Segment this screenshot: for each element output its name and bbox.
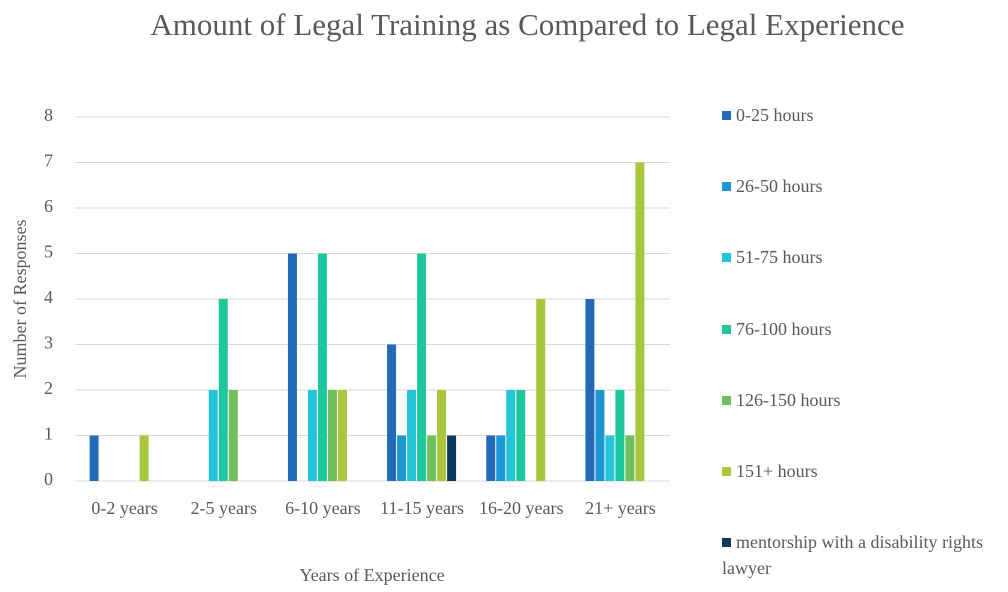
legend-label: 76-100 hours [736, 318, 832, 339]
bar [337, 390, 347, 481]
legend-item: 76-100 hours [722, 316, 1008, 342]
bar [407, 390, 417, 481]
bar [327, 390, 337, 481]
y-tick-label: 2 [44, 378, 53, 398]
x-axis-label: Years of Experience [299, 565, 444, 585]
y-tick-label: 6 [44, 196, 53, 216]
x-tick-label: 21+ years [585, 498, 656, 518]
legend-item: 0-25 hours [722, 102, 1008, 128]
bar [317, 253, 327, 481]
bar [287, 253, 297, 481]
legend-item: 51-75 hours [722, 244, 1008, 270]
bar [536, 299, 546, 481]
bar [615, 390, 625, 481]
legend-label: mentorship with a disability rights lawy… [722, 532, 983, 579]
x-tick-label: 16-20 years [479, 498, 563, 518]
bar [427, 435, 437, 481]
bar [605, 435, 615, 481]
legend-swatch [722, 395, 731, 405]
legend-label: 126-150 hours [736, 389, 841, 410]
legend-swatch [722, 111, 731, 120]
bar [447, 435, 457, 481]
legend-label: 26-50 hours [736, 176, 823, 197]
bar [437, 390, 447, 481]
legend-swatch [722, 324, 731, 334]
y-tick-label: 1 [44, 424, 53, 444]
y-tick-label: 4 [44, 287, 53, 307]
bar [595, 390, 605, 481]
legend-item: 26-50 hours [722, 173, 1008, 199]
bar [496, 435, 506, 481]
bar [625, 435, 635, 481]
legend-label: 51-75 hours [736, 247, 823, 268]
legend-swatch [722, 182, 731, 192]
y-tick-label: 3 [44, 333, 53, 353]
bar [307, 390, 317, 481]
bar [139, 435, 149, 481]
legend-swatch [722, 467, 731, 476]
bar [635, 162, 645, 481]
bar [228, 390, 238, 481]
x-tick-label: 2-5 years [191, 498, 257, 518]
x-tick-label: 0-2 years [91, 498, 157, 518]
bar [585, 299, 595, 481]
bar [506, 390, 516, 481]
chart-title: Amount of Legal Training as Compared to … [150, 7, 905, 42]
legend-swatch [722, 538, 731, 548]
y-tick-label: 0 [44, 469, 53, 489]
legend-label: 151+ hours [736, 461, 818, 481]
legend-item: mentorship with a disability rights lawy… [722, 529, 1008, 581]
legend-item: 126-150 hours [722, 387, 1008, 413]
y-tick-label: 7 [44, 151, 53, 171]
bar [218, 299, 228, 481]
bar [486, 435, 496, 481]
legend-swatch [722, 253, 731, 263]
legend-label: 0-25 hours [736, 105, 814, 125]
bar [89, 435, 99, 481]
y-axis-label: Number of Responses [10, 220, 30, 379]
y-tick-label: 5 [44, 242, 53, 262]
x-tick-label: 11-15 years [380, 498, 464, 518]
bar [516, 390, 526, 481]
y-tick-label: 8 [44, 105, 53, 125]
bar [397, 435, 407, 481]
bar [387, 344, 397, 481]
legend-item: 151+ hours [722, 458, 1008, 484]
x-tick-label: 6-10 years [285, 498, 360, 518]
bar [417, 253, 427, 481]
bar [208, 390, 218, 481]
